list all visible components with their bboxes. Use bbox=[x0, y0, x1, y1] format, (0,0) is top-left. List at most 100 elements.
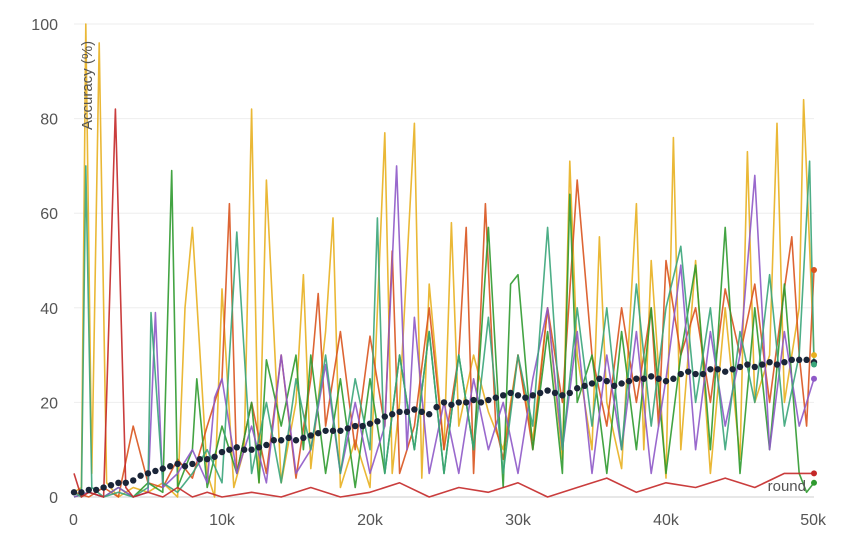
mean-point bbox=[714, 366, 721, 373]
x-axis-ticks: 0 10k 20k 30k 40k 50k bbox=[69, 512, 827, 529]
mean-point bbox=[218, 448, 226, 456]
mean-point bbox=[485, 396, 492, 404]
mean-point bbox=[455, 399, 462, 406]
mean-point bbox=[211, 453, 218, 460]
mean-point bbox=[167, 463, 174, 470]
y-tick-label: 0 bbox=[49, 490, 58, 507]
mean-point bbox=[307, 432, 314, 439]
mean-point bbox=[470, 396, 477, 404]
mean-point bbox=[337, 427, 344, 434]
mean-point bbox=[544, 387, 551, 394]
y-tick-label: 60 bbox=[40, 206, 58, 223]
mean-point bbox=[204, 455, 211, 463]
mean-point bbox=[181, 463, 189, 470]
mean-point bbox=[426, 411, 433, 418]
x-tick-label: 50k bbox=[800, 512, 827, 529]
mean-point bbox=[633, 375, 640, 382]
mean-point bbox=[707, 366, 714, 373]
mean-point bbox=[477, 399, 485, 406]
y-tick-label: 80 bbox=[40, 112, 58, 129]
mean-point bbox=[366, 420, 374, 427]
mean-point bbox=[677, 370, 684, 378]
series-end-point-3 bbox=[811, 479, 817, 486]
mean-point bbox=[315, 429, 322, 437]
series-end-point-1 bbox=[811, 352, 817, 359]
mean-point bbox=[507, 389, 514, 397]
y-axis-label: Accuracy (%) bbox=[79, 41, 96, 130]
mean-point bbox=[130, 477, 137, 484]
mean-point bbox=[640, 375, 647, 382]
y-axis-ticks: 0 20 40 60 80 100 bbox=[31, 17, 58, 507]
mean-point bbox=[248, 446, 255, 453]
mean-point bbox=[566, 389, 573, 397]
mean-point bbox=[514, 392, 522, 399]
series-end-markers bbox=[811, 266, 817, 486]
mean-point bbox=[744, 361, 751, 368]
mean-point bbox=[263, 441, 270, 449]
mean-point bbox=[440, 399, 448, 406]
mean-point bbox=[100, 484, 107, 491]
mean-point bbox=[699, 370, 707, 378]
mean-point bbox=[766, 358, 773, 366]
y-tick-label: 100 bbox=[31, 17, 58, 34]
series-end-point-2 bbox=[811, 266, 817, 273]
mean-point bbox=[685, 368, 692, 375]
mean-point bbox=[278, 437, 285, 444]
mean-point bbox=[788, 356, 795, 364]
mean-point bbox=[574, 385, 581, 392]
series-end-point-6 bbox=[811, 470, 817, 477]
mean-point bbox=[463, 399, 470, 406]
series-line-6 bbox=[73, 108, 814, 498]
mean-point bbox=[300, 434, 307, 442]
mean-point bbox=[796, 356, 803, 364]
mean-point bbox=[655, 375, 662, 382]
mean-point bbox=[344, 425, 351, 432]
mean-point bbox=[115, 479, 122, 487]
mean-point bbox=[648, 373, 655, 380]
mean-point bbox=[85, 486, 93, 494]
x-tick-label: 10k bbox=[209, 512, 236, 529]
mean-point bbox=[418, 408, 425, 416]
mean-point bbox=[603, 377, 610, 385]
mean-point bbox=[559, 392, 566, 399]
mean-point bbox=[285, 434, 292, 442]
mean-point bbox=[803, 356, 810, 364]
mean-point bbox=[522, 394, 529, 401]
mean-point bbox=[581, 382, 588, 390]
mean-point bbox=[196, 455, 203, 463]
mean-point bbox=[329, 427, 337, 434]
mean-point bbox=[241, 446, 248, 453]
mean-point bbox=[93, 486, 100, 494]
series-line-5 bbox=[73, 160, 815, 498]
mean-point bbox=[611, 382, 618, 390]
mean-point bbox=[389, 411, 396, 418]
mean-point bbox=[322, 427, 329, 434]
x-tick-label: 40k bbox=[653, 512, 680, 529]
series-line-2 bbox=[73, 179, 815, 498]
mean-point bbox=[722, 368, 729, 375]
mean-point bbox=[618, 380, 625, 387]
mean-point bbox=[781, 358, 788, 366]
mean-point bbox=[107, 481, 115, 489]
series-line-1 bbox=[73, 23, 815, 498]
mean-point bbox=[255, 444, 263, 451]
mean-point bbox=[551, 389, 559, 397]
mean-point bbox=[292, 437, 300, 444]
x-axis-label: round bbox=[768, 478, 806, 495]
series-end-point-5 bbox=[811, 361, 817, 368]
mean-point bbox=[596, 375, 603, 382]
mean-point bbox=[403, 408, 411, 416]
y-tick-label: 40 bbox=[40, 301, 58, 318]
mean-point bbox=[670, 375, 677, 382]
mean-point bbox=[692, 370, 699, 378]
mean-point bbox=[729, 366, 736, 373]
mean-point bbox=[492, 394, 499, 401]
mean-point bbox=[381, 413, 388, 420]
x-tick-label: 20k bbox=[357, 512, 384, 529]
mean-point bbox=[625, 377, 633, 385]
mean-point bbox=[411, 406, 418, 413]
mean-point bbox=[270, 437, 277, 444]
y-tick-label: 20 bbox=[40, 395, 58, 412]
mean-point bbox=[144, 470, 152, 477]
